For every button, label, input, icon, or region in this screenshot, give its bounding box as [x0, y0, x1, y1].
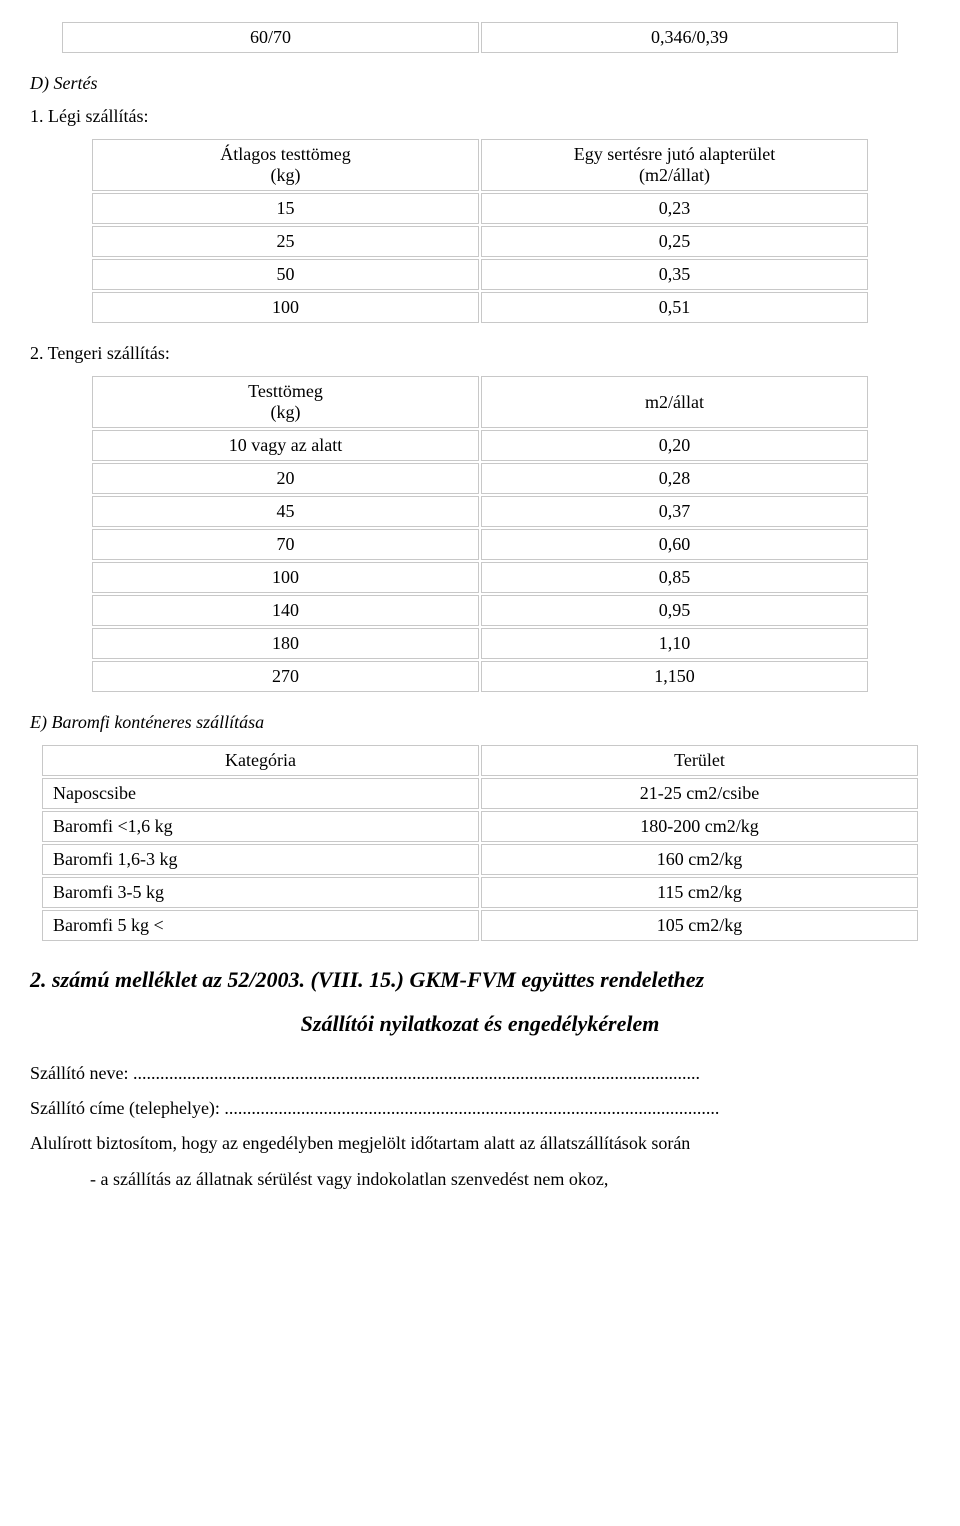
para-main: Alulírott biztosítom, hogy az engedélybe…: [30, 1131, 930, 1156]
cell: 0,25: [481, 226, 868, 257]
cell: 180-200 cm2/kg: [481, 811, 918, 842]
cell: 180: [92, 628, 479, 659]
cell: 100: [92, 562, 479, 593]
cell: Naposcsibe: [42, 778, 479, 809]
cell: 25: [92, 226, 479, 257]
cell: 15: [92, 193, 479, 224]
table-row: 700,60: [92, 529, 868, 560]
table-row: 450,37: [92, 496, 868, 527]
cell: 0,23: [481, 193, 868, 224]
appendix-subtitle: Szállítói nyilatkozat és engedélykérelem: [30, 1011, 930, 1037]
cell: Baromfi 1,6-3 kg: [42, 844, 479, 875]
appendix-title: 2. számú melléklet az 52/2003. (VIII. 15…: [30, 967, 930, 993]
baromfi-table: Kategória Terület Naposcsibe21-25 cm2/cs…: [40, 743, 920, 943]
table-row: 10 vagy az alatt0,20: [92, 430, 868, 461]
cell: 160 cm2/kg: [481, 844, 918, 875]
table-row: Baromfi 5 kg <105 cm2/kg: [42, 910, 918, 941]
table-row: 60/70 0,346/0,39: [62, 22, 898, 53]
table-row: 500,35: [92, 259, 868, 290]
cell: Baromfi 3-5 kg: [42, 877, 479, 908]
table-row: 200,28: [92, 463, 868, 494]
cell: 10 vagy az alatt: [92, 430, 479, 461]
section-d-label: D) Sertés: [30, 73, 930, 94]
cell: 60/70: [62, 22, 479, 53]
cell: 0,95: [481, 595, 868, 626]
cell: 0,20: [481, 430, 868, 461]
col-header: Kategória: [42, 745, 479, 776]
section-e-label: E) Baromfi konténeres szállítása: [30, 712, 930, 733]
cell: 0,28: [481, 463, 868, 494]
table-header-row: Átlagos testtömeg (kg) Egy sertésre jutó…: [92, 139, 868, 191]
legi-label: 1. Légi szállítás:: [30, 106, 930, 127]
cell: 21-25 cm2/csibe: [481, 778, 918, 809]
col-header: Egy sertésre jutó alapterület (m2/állat): [481, 139, 868, 191]
cell: 1,150: [481, 661, 868, 692]
tengeri-label: 2. Tengeri szállítás:: [30, 343, 930, 364]
cell: 0,346/0,39: [481, 22, 898, 53]
cell: 105 cm2/kg: [481, 910, 918, 941]
cell: Baromfi 5 kg <: [42, 910, 479, 941]
cell: 50: [92, 259, 479, 290]
table-row: 1400,95: [92, 595, 868, 626]
table-row: 250,25: [92, 226, 868, 257]
table-row: 1000,85: [92, 562, 868, 593]
cell: 270: [92, 661, 479, 692]
table-row: 1000,51: [92, 292, 868, 323]
legi-table: Átlagos testtömeg (kg) Egy sertésre jutó…: [90, 137, 870, 325]
cell: 0,51: [481, 292, 868, 323]
cell: Baromfi <1,6 kg: [42, 811, 479, 842]
table-header-row: Kategória Terület: [42, 745, 918, 776]
table-row: 1801,10: [92, 628, 868, 659]
table-row: Baromfi <1,6 kg180-200 cm2/kg: [42, 811, 918, 842]
table-row: Naposcsibe21-25 cm2/csibe: [42, 778, 918, 809]
cell: 0,60: [481, 529, 868, 560]
cell: 1,10: [481, 628, 868, 659]
cell: 100: [92, 292, 479, 323]
table-row: 2701,150: [92, 661, 868, 692]
cell: 0,85: [481, 562, 868, 593]
table-header-row: Testtömeg (kg) m2/állat: [92, 376, 868, 428]
cell: 45: [92, 496, 479, 527]
tengeri-table: Testtömeg (kg) m2/állat 10 vagy az alatt…: [90, 374, 870, 694]
cell: 0,35: [481, 259, 868, 290]
cell: 0,37: [481, 496, 868, 527]
cell: 140: [92, 595, 479, 626]
col-header: m2/állat: [481, 376, 868, 428]
cell: 115 cm2/kg: [481, 877, 918, 908]
cell: 70: [92, 529, 479, 560]
line-name: Szállító neve: .........................…: [30, 1061, 930, 1086]
top-row-table: 60/70 0,346/0,39: [60, 20, 900, 55]
para-bullet: - a szállítás az állatnak sérülést vagy …: [30, 1167, 930, 1192]
col-header: Testtömeg (kg): [92, 376, 479, 428]
col-header: Terület: [481, 745, 918, 776]
col-header: Átlagos testtömeg (kg): [92, 139, 479, 191]
table-row: Baromfi 1,6-3 kg160 cm2/kg: [42, 844, 918, 875]
cell: 20: [92, 463, 479, 494]
table-row: 150,23: [92, 193, 868, 224]
line-addr: Szállító címe (telephelye): ............…: [30, 1096, 930, 1121]
table-row: Baromfi 3-5 kg115 cm2/kg: [42, 877, 918, 908]
